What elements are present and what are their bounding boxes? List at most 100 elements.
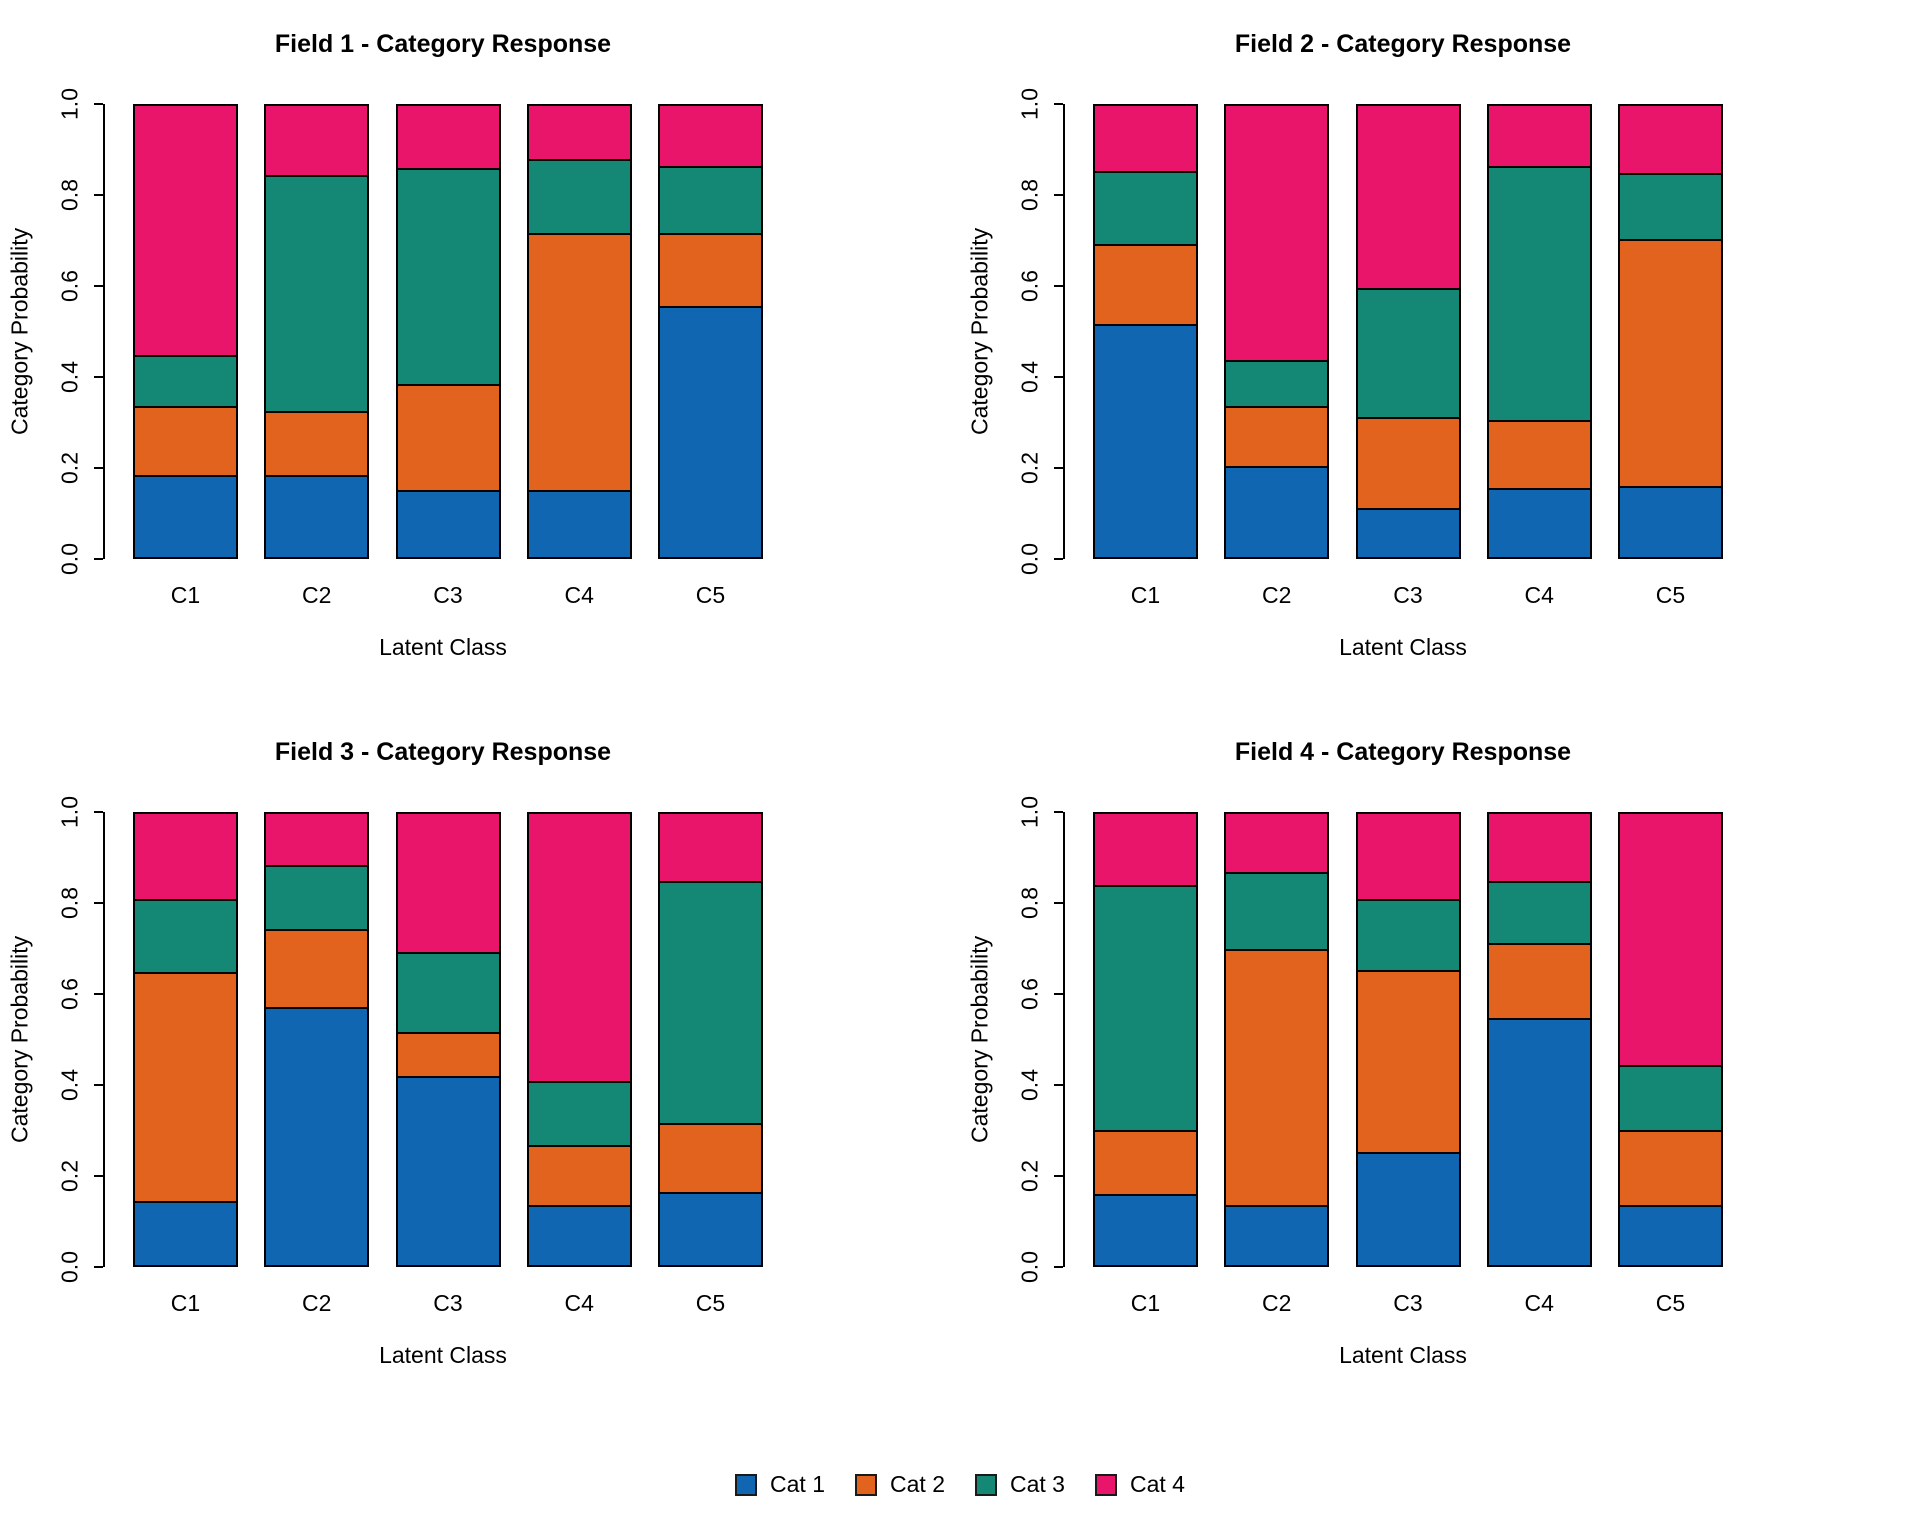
bar-segment-cat-2 [1357,417,1459,509]
x-tick-label-c3: C3 [1393,1290,1423,1316]
x-axis-label: Latent Class [1339,1342,1467,1368]
bar-segment-cat-3 [266,174,368,411]
x-axis-label: Latent Class [379,634,507,660]
bar-segment-cat-4 [1488,814,1590,881]
y-tick-mark [1054,811,1063,813]
y-tick-label: 0.2 [1016,1160,1043,1192]
y-axis: 0.0 0.2 0.4 0.6 0.8 1.0 [1017,88,1065,575]
bar-segment-cat-2 [135,971,236,1201]
bar-segment-cat-2 [1488,942,1590,1019]
stacked-bar-c4 [526,104,632,559]
x-tick-label-c3: C3 [1393,582,1423,608]
x-tick-labels: C1 C2 C3 C4 C5 [1093,1290,1723,1317]
x-tick-label-c1: C1 [1130,1290,1161,1316]
bar-segment-cat-4 [397,106,499,169]
legend-item-cat-2: Cat 2 [855,1471,945,1498]
y-tick-label: 0.4 [56,1069,83,1101]
stacked-bar-c5 [1618,104,1723,559]
stacked-bar-c3 [395,104,501,559]
x-tick-label-c1: C1 [170,1290,201,1316]
legend-swatch [735,1473,758,1496]
x-tick-label-c4: C4 [1524,1290,1554,1316]
bar-segment-cat-2 [1488,419,1590,489]
y-tick-mark [1054,1175,1063,1177]
stacked-bar-c1 [133,104,238,559]
stacked-bar-c4 [1486,104,1592,559]
y-tick-label: 0.4 [56,361,83,393]
bar-segment-cat-2 [266,929,368,1008]
chart-field-3: Field 3 - Category Response Category Pro… [0,708,960,1416]
y-tick-label: 0.0 [1016,1251,1043,1283]
stacked-bar-c4 [1486,812,1592,1267]
stacked-bar-c1 [133,812,238,1267]
bar-segment-cat-3 [1620,1065,1721,1130]
bar-segment-cat-1 [266,1007,368,1265]
y-axis: 0.0 0.2 0.4 0.6 0.8 1.0 [1017,796,1065,1283]
y-tick-label: 1.0 [56,796,83,828]
stacked-bar-c2 [264,104,370,559]
bar-segment-cat-1 [397,1076,499,1265]
x-tick-label-c4: C4 [564,1290,594,1316]
y-tick-mark [94,558,103,560]
y-tick-mark [94,376,103,378]
stacked-bar-c2 [264,812,370,1267]
bar-segment-cat-1 [528,1205,630,1265]
y-tick-mark [94,194,103,196]
bar-segment-cat-2 [660,1123,761,1192]
y-axis-label: Category Probability [6,935,33,1144]
bar-segment-cat-4 [135,814,236,899]
chart-title: Field 3 - Category Response [274,738,612,766]
y-tick-mark [94,1266,103,1268]
stacked-bar-c4 [526,812,632,1267]
bar-segment-cat-3 [266,865,368,930]
y-tick-label: 0.8 [56,887,83,919]
chart-title: Field 4 - Category Response [1234,738,1572,766]
legend-label: Cat 2 [890,1471,945,1497]
bar-segment-cat-4 [660,814,761,881]
y-tick-mark [1054,376,1063,378]
stacked-bar-c5 [1618,812,1723,1267]
y-tick-mark [94,811,103,813]
bar-segment-cat-1 [1226,465,1328,557]
y-tick-label: 0.4 [1016,361,1043,393]
bar-segment-cat-2 [1095,1129,1196,1195]
chart-title: Field 2 - Category Response [1234,30,1572,58]
bar-segment-cat-4 [397,814,499,952]
x-tick-label-c5: C5 [1655,582,1686,608]
legend-label: Cat 3 [1010,1471,1065,1497]
bar-segment-cat-3 [397,951,499,1032]
x-tick-label-c2: C2 [1262,1290,1292,1316]
x-tick-label-c2: C2 [1262,582,1292,608]
bar-segment-cat-1 [1357,1151,1459,1265]
y-tick-label: 0.6 [56,270,83,302]
bar-segment-cat-1 [1620,1205,1721,1265]
y-tick-mark [94,285,103,287]
legend-swatch [975,1473,997,1496]
stacked-bar-c1 [1093,104,1198,559]
bar-segment-cat-3 [660,166,761,233]
bar-segment-cat-1 [1095,323,1196,557]
y-tick-label: 0.2 [56,1160,83,1192]
legend-item-cat-3: Cat 3 [975,1471,1065,1498]
bar-segment-cat-1 [1488,488,1590,557]
plot-area [1093,812,1723,1267]
bar-segment-cat-2 [266,410,368,475]
y-tick-mark [94,1084,103,1086]
bar-segment-cat-1 [1620,486,1721,557]
stacked-bar-c1 [1093,812,1198,1267]
bar-segment-cat-3 [1488,880,1590,943]
bar-segment-cat-1 [1226,1205,1328,1265]
stacked-bar-c5 [658,104,763,559]
x-axis-label: Latent Class [1339,634,1467,660]
y-tick-label: 0.6 [1016,978,1043,1010]
bar-segment-cat-3 [1620,172,1721,240]
stacked-bar-c2 [1224,104,1330,559]
bar-segment-cat-4 [528,106,630,160]
bar-segment-cat-4 [528,814,630,1081]
bar-segment-cat-4 [660,106,761,167]
bar-segment-cat-3 [1095,170,1196,244]
bar-segment-cat-2 [1095,243,1196,324]
x-tick-label-c3: C3 [433,1290,463,1316]
bar-segment-cat-4 [135,106,236,356]
plot-area [133,812,763,1267]
